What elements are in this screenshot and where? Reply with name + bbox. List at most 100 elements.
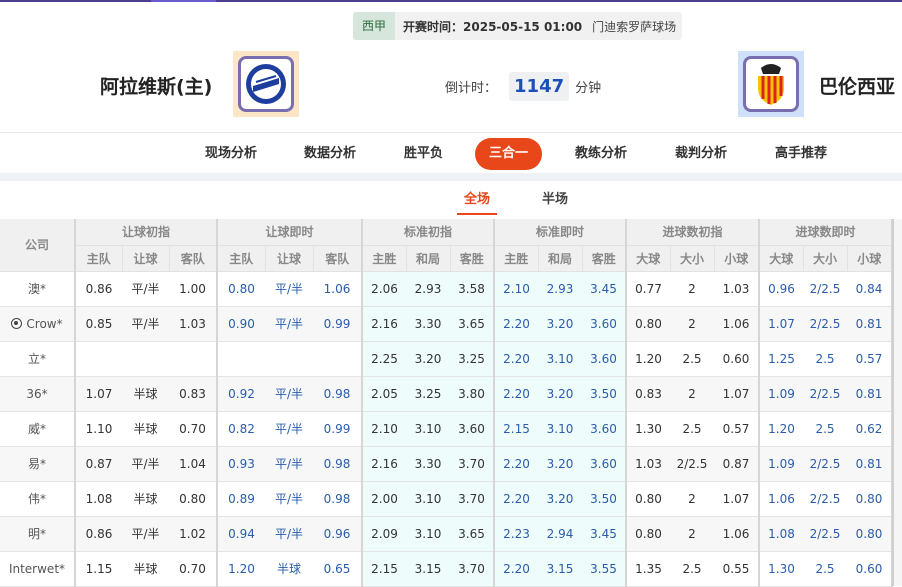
odds-cell-handicap-live[interactable]: 平/半 (265, 376, 313, 412)
nav-item-1x2[interactable]: 胜平负 (404, 146, 444, 161)
odds-cell-goals-initial[interactable]: 1.07 (714, 481, 760, 517)
odds-cell-goals-initial[interactable]: 2 (670, 481, 714, 517)
odds-cell-handicap-live[interactable]: 0.98 (313, 446, 363, 482)
odds-cell-standard-initial[interactable]: 2.16 (362, 306, 406, 342)
odds-cell-standard-initial[interactable]: 3.20 (406, 341, 450, 377)
odds-cell-standard-live[interactable]: 2.93 (538, 271, 582, 307)
odds-cell-standard-initial[interactable]: 3.80 (450, 376, 495, 412)
company-cell[interactable]: Crow* (0, 306, 76, 342)
odds-cell-goals-initial[interactable]: 2 (670, 306, 714, 342)
odds-cell-goals-initial[interactable]: 1.06 (714, 516, 760, 552)
odds-cell-goals-initial[interactable]: 0.57 (714, 411, 760, 447)
odds-cell-handicap-initial[interactable]: 1.07 (75, 376, 122, 412)
odds-cell-standard-live[interactable]: 3.20 (538, 446, 582, 482)
odds-cell-standard-initial[interactable]: 3.15 (406, 551, 450, 587)
odds-cell-standard-live[interactable]: 3.60 (582, 306, 627, 342)
odds-cell-goals-initial[interactable]: 1.20 (626, 341, 670, 377)
odds-cell-handicap-initial[interactable]: 1.10 (75, 411, 122, 447)
nav-item-data-analysis[interactable]: 数据分析 (304, 146, 357, 161)
odds-cell-goals-live[interactable]: 1.08 (759, 516, 803, 552)
odds-cell-handicap-initial[interactable]: 1.00 (169, 271, 218, 307)
odds-cell-standard-initial[interactable]: 3.70 (450, 481, 495, 517)
odds-cell-handicap-initial[interactable]: 0.86 (75, 516, 122, 552)
odds-cell-standard-live[interactable]: 2.20 (494, 376, 538, 412)
odds-cell-standard-initial[interactable]: 3.30 (406, 446, 450, 482)
odds-cell-standard-live[interactable]: 2.94 (538, 516, 582, 552)
table-row[interactable]: 伟* 1.08 半球 0.80 0.89 平/半 0.98 2.00 3.10 3.70 2.20 3… (0, 481, 893, 517)
odds-cell-goals-initial[interactable]: 1.30 (626, 411, 670, 447)
odds-cell-goals-live[interactable]: 0.81 (847, 376, 893, 412)
odds-cell-handicap-live[interactable]: 0.99 (313, 411, 363, 447)
odds-cell-handicap-live[interactable]: 0.80 (217, 271, 265, 307)
odds-cell-goals-live[interactable]: 1.09 (759, 446, 803, 482)
odds-cell-standard-live[interactable]: 3.45 (582, 516, 627, 552)
odds-cell-goals-live[interactable]: 2.5 (803, 411, 847, 447)
odds-cell-goals-initial[interactable]: 1.35 (626, 551, 670, 587)
odds-cell-handicap-initial[interactable]: 平/半 (122, 271, 169, 307)
odds-cell-goals-live[interactable]: 1.30 (759, 551, 803, 587)
odds-cell-goals-initial[interactable]: 2 (670, 271, 714, 307)
nav-item-live-analysis[interactable]: 现场分析 (205, 146, 258, 161)
odds-cell-goals-live[interactable]: 0.62 (847, 411, 893, 447)
odds-cell-standard-live[interactable]: 3.20 (538, 306, 582, 342)
odds-cell-goals-initial[interactable]: 2.5 (670, 341, 714, 377)
odds-cell-handicap-initial[interactable]: 平/半 (122, 446, 169, 482)
odds-cell-goals-live[interactable]: 1.07 (759, 306, 803, 342)
odds-cell-goals-live[interactable]: 0.96 (759, 271, 803, 307)
odds-cell-goals-initial[interactable]: 0.77 (626, 271, 670, 307)
odds-cell-handicap-initial[interactable]: 半球 (122, 481, 169, 517)
odds-cell-handicap-initial[interactable]: 平/半 (122, 306, 169, 342)
odds-cell-standard-initial[interactable]: 3.10 (406, 516, 450, 552)
odds-cell-goals-live[interactable]: 0.80 (847, 516, 893, 552)
company-cell[interactable]: 威* (0, 411, 76, 447)
odds-cell-goals-live[interactable]: 1.06 (759, 481, 803, 517)
odds-cell-handicap-initial[interactable]: 0.70 (169, 411, 218, 447)
odds-cell-standard-initial[interactable]: 3.25 (450, 341, 495, 377)
odds-cell-handicap-live[interactable]: 0.99 (313, 306, 363, 342)
odds-cell-goals-initial[interactable]: 0.83 (626, 376, 670, 412)
odds-cell-standard-live[interactable]: 3.20 (538, 481, 582, 517)
odds-cell-goals-live[interactable]: 2.5 (803, 551, 847, 587)
home-team-name[interactable]: 阿拉维斯(主) (100, 76, 213, 98)
odds-cell-standard-initial[interactable]: 3.60 (450, 411, 495, 447)
odds-cell-standard-initial[interactable]: 3.65 (450, 516, 495, 552)
odds-cell-standard-live[interactable]: 2.10 (494, 271, 538, 307)
odds-cell-standard-initial[interactable]: 3.70 (450, 446, 495, 482)
odds-cell-handicap-live[interactable]: 0.93 (217, 446, 265, 482)
odds-cell-standard-initial[interactable]: 3.10 (406, 411, 450, 447)
odds-cell-handicap-live[interactable] (217, 341, 265, 377)
odds-cell-standard-live[interactable]: 3.15 (538, 551, 582, 587)
odds-cell-handicap-initial[interactable]: 1.04 (169, 446, 218, 482)
odds-cell-goals-initial[interactable]: 2 (670, 376, 714, 412)
table-row[interactable]: 易* 0.87 平/半 1.04 0.93 平/半 0.98 2.16 3.30 3.70 2.20… (0, 446, 893, 482)
table-row[interactable]: 明* 0.86 平/半 1.02 0.94 平/半 0.96 2.09 3.10 3.65 2.23… (0, 516, 893, 552)
odds-cell-handicap-live[interactable] (265, 341, 313, 377)
tab-half-time[interactable]: 半场 (542, 192, 569, 207)
odds-cell-standard-initial[interactable]: 3.65 (450, 306, 495, 342)
odds-cell-goals-live[interactable]: 2/2.5 (803, 376, 847, 412)
away-team-name[interactable]: 巴伦西亚 (819, 76, 896, 98)
odds-cell-goals-live[interactable]: 2/2.5 (803, 516, 847, 552)
odds-cell-handicap-initial[interactable]: 1.08 (75, 481, 122, 517)
company-cell[interactable]: 36* (0, 376, 76, 412)
odds-cell-handicap-live[interactable]: 半球 (265, 551, 313, 587)
odds-cell-goals-initial[interactable]: 1.03 (714, 271, 760, 307)
odds-cell-standard-initial[interactable]: 2.25 (362, 341, 406, 377)
odds-cell-handicap-live[interactable]: 0.65 (313, 551, 363, 587)
odds-cell-goals-initial[interactable]: 0.80 (626, 306, 670, 342)
odds-cell-goals-initial[interactable]: 1.06 (714, 306, 760, 342)
odds-cell-handicap-live[interactable] (313, 341, 363, 377)
odds-cell-handicap-initial[interactable]: 0.87 (75, 446, 122, 482)
odds-cell-standard-initial[interactable]: 2.93 (406, 271, 450, 307)
odds-cell-standard-live[interactable]: 2.20 (494, 306, 538, 342)
odds-cell-goals-live[interactable]: 2/2.5 (803, 271, 847, 307)
odds-cell-handicap-live[interactable]: 平/半 (265, 446, 313, 482)
odds-cell-handicap-live[interactable]: 0.98 (313, 481, 363, 517)
odds-cell-standard-live[interactable]: 3.10 (538, 411, 582, 447)
table-row[interactable]: 立* 2.25 3.20 3.25 2.20 3.10 3.60 1.20 2.5 0.60 1.2… (0, 341, 893, 377)
odds-cell-handicap-live[interactable]: 平/半 (265, 271, 313, 307)
odds-cell-standard-live[interactable]: 3.60 (582, 341, 627, 377)
odds-cell-goals-live[interactable]: 0.80 (847, 481, 893, 517)
odds-cell-goals-initial[interactable]: 0.80 (626, 481, 670, 517)
odds-cell-goals-live[interactable]: 0.60 (847, 551, 893, 587)
